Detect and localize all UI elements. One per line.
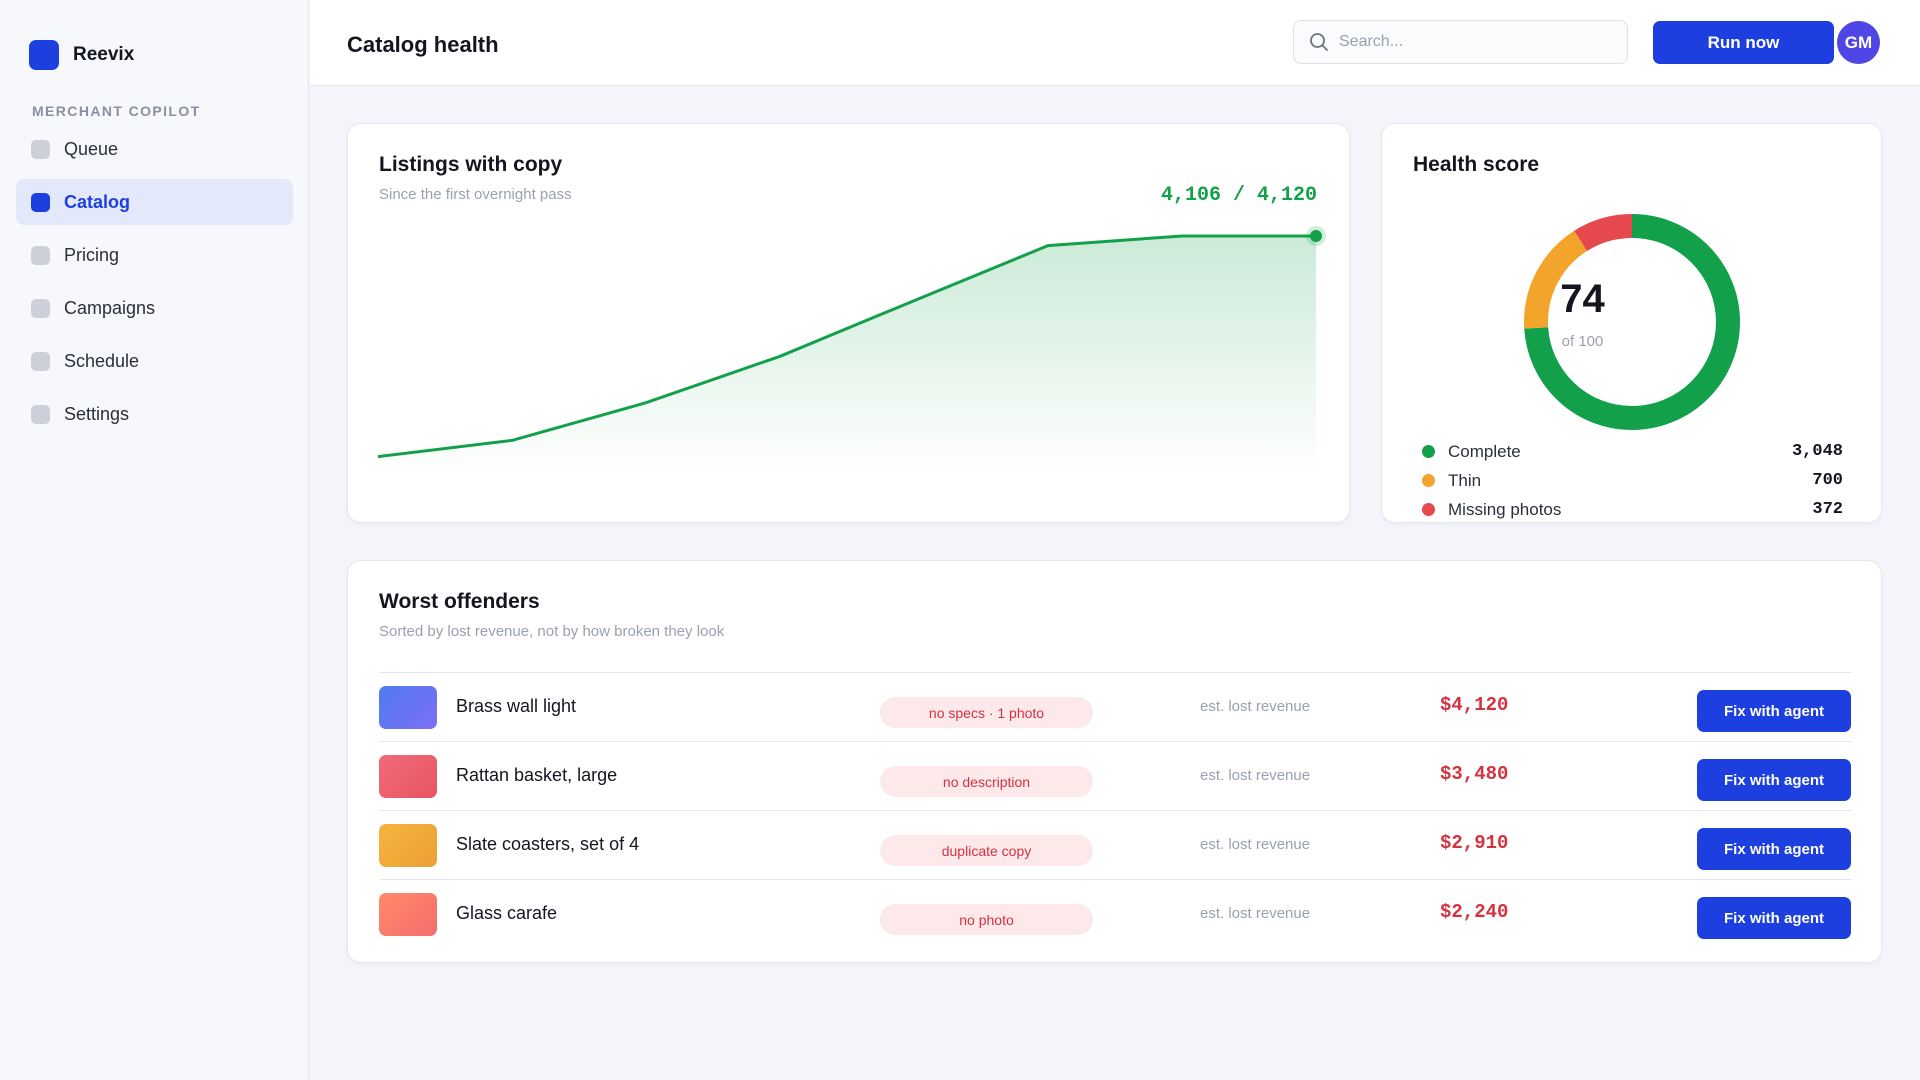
- queue-icon: [31, 139, 50, 159]
- sidebar-section-title: MERCHANT COPILOT: [32, 103, 201, 119]
- listings-count: 4,106 / 4,120: [1160, 184, 1317, 207]
- issue-badge: duplicate copy: [880, 835, 1093, 866]
- offenders-table: Brass wall light no specs · 1 photo est.…: [379, 672, 1851, 949]
- chart-area: [378, 236, 1316, 474]
- search-box[interactable]: [1293, 20, 1628, 64]
- issue-badge: no specs · 1 photo: [880, 697, 1093, 728]
- legend-value: 700: [1812, 471, 1843, 490]
- revenue-value: $3,480: [1440, 763, 1509, 785]
- issue-badge: no description: [880, 766, 1093, 797]
- offenders-subtitle: Sorted by lost revenue, not by how broke…: [379, 623, 725, 640]
- sidebar-item-label: Queue: [64, 138, 119, 159]
- revenue-label: est. lost revenue: [1200, 698, 1311, 715]
- table-row: Glass carafe no photo est. lost revenue …: [379, 880, 1851, 949]
- missing-photos-dot-icon: [1422, 503, 1435, 516]
- listings-subtitle: Since the first overnight pass: [379, 186, 572, 203]
- sidebar-item-catalog[interactable]: Catalog: [16, 179, 293, 225]
- legend-label: Complete: [1448, 441, 1521, 461]
- issue-badge: no photo: [880, 904, 1093, 935]
- fix-with-agent-button[interactable]: Fix with agent: [1697, 828, 1851, 870]
- sidebar-nav: Queue Catalog Pricing Campaigns Schedule…: [16, 126, 293, 444]
- legend-value: 3,048: [1791, 442, 1843, 461]
- legend-label: Missing photos: [1448, 499, 1562, 519]
- revenue-label: est. lost revenue: [1200, 905, 1311, 922]
- sidebar: Reevix MERCHANT COPILOT Queue Catalog Pr…: [0, 0, 309, 1080]
- settings-icon: [31, 404, 50, 424]
- revenue-label: est. lost revenue: [1200, 767, 1311, 784]
- search-icon: [1310, 33, 1328, 51]
- revenue-value: $4,120: [1440, 694, 1509, 716]
- sidebar-item-label: Campaigns: [64, 297, 156, 318]
- sidebar-item-settings[interactable]: Settings: [16, 391, 293, 437]
- legend-row-missing-photos: Missing photos 372: [1422, 495, 1843, 524]
- sidebar-item-queue[interactable]: Queue: [16, 126, 293, 172]
- listings-chart: [377, 226, 1326, 474]
- sidebar-item-schedule[interactable]: Schedule: [16, 338, 293, 384]
- brand[interactable]: Reevix: [29, 40, 134, 70]
- product-name: Slate coasters, set of 4: [456, 834, 640, 854]
- legend-row-complete: Complete 3,048: [1422, 437, 1843, 466]
- product-thumbnail: [379, 755, 437, 798]
- listings-card: Listings with copy Since the first overn…: [347, 123, 1350, 523]
- avatar[interactable]: GM: [1837, 21, 1880, 64]
- product-name: Glass carafe: [456, 903, 558, 923]
- health-title: Health score: [1413, 153, 1540, 176]
- product-name: Brass wall light: [456, 696, 577, 716]
- sidebar-item-pricing[interactable]: Pricing: [16, 232, 293, 278]
- table-row: Rattan basket, large no description est.…: [379, 742, 1851, 811]
- chart-endpoint: [1310, 230, 1322, 242]
- run-now-button[interactable]: Run now: [1653, 21, 1834, 64]
- table-row: Slate coasters, set of 4 duplicate copy …: [379, 811, 1851, 880]
- catalog-icon: [31, 192, 50, 212]
- fix-with-agent-button[interactable]: Fix with agent: [1697, 897, 1851, 939]
- sidebar-item-campaigns[interactable]: Campaigns: [16, 285, 293, 331]
- sidebar-item-label: Settings: [64, 403, 130, 424]
- sidebar-item-label: Schedule: [64, 350, 140, 371]
- offenders-title: Worst offenders: [379, 590, 540, 613]
- revenue-label: est. lost revenue: [1200, 836, 1311, 853]
- health-legend: Complete 3,048 Thin 700 Missing photos 3…: [1422, 437, 1843, 524]
- campaigns-icon: [31, 298, 50, 318]
- listings-title: Listings with copy: [379, 153, 563, 176]
- revenue-value: $2,910: [1440, 832, 1509, 854]
- chart-line: [377, 234, 1316, 459]
- legend-row-thin: Thin 700: [1422, 466, 1843, 495]
- pricing-icon: [31, 245, 50, 265]
- brand-logo-icon: [29, 40, 59, 70]
- product-name: Rattan basket, large: [456, 765, 618, 785]
- complete-dot-icon: [1422, 445, 1435, 458]
- health-score-value: 74: [1560, 277, 1605, 321]
- brand-name: Reevix: [73, 44, 135, 65]
- revenue-value: $2,240: [1440, 901, 1509, 923]
- thin-dot-icon: [1422, 474, 1435, 487]
- health-score-subtitle: of 100: [1561, 333, 1604, 350]
- fix-with-agent-button[interactable]: Fix with agent: [1697, 690, 1851, 732]
- table-row: Brass wall light no specs · 1 photo est.…: [379, 673, 1851, 742]
- product-thumbnail: [379, 686, 437, 729]
- schedule-icon: [31, 351, 50, 371]
- worst-offenders-card: Worst offenders Sorted by lost revenue, …: [347, 560, 1882, 963]
- top-header: Catalog health Run now GM: [310, 0, 1920, 86]
- page-title: Catalog health: [347, 32, 499, 57]
- sidebar-item-label: Catalog: [64, 191, 131, 212]
- sidebar-item-label: Pricing: [64, 244, 120, 265]
- legend-label: Thin: [1448, 470, 1482, 490]
- search-input[interactable]: [1339, 33, 1599, 51]
- fix-with-agent-button[interactable]: Fix with agent: [1697, 759, 1851, 801]
- legend-value: 372: [1812, 500, 1843, 519]
- product-thumbnail: [379, 893, 437, 936]
- product-thumbnail: [379, 824, 437, 867]
